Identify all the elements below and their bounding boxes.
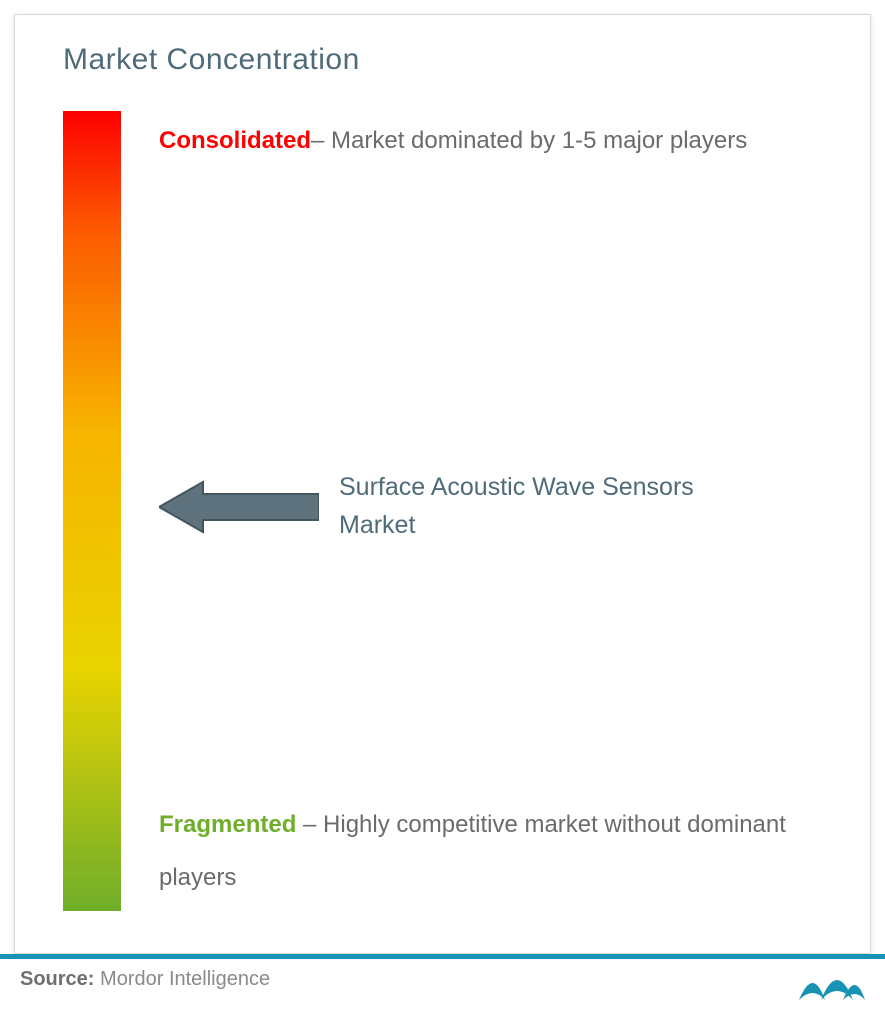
footer-rule [0,954,885,959]
arrow-shape [159,482,319,532]
fragmented-label: Fragmented – Highly competitive market w… [159,799,812,905]
pointer-arrow-icon [159,478,319,536]
content-area: Consolidated– Market dominated by 1-5 ma… [63,111,822,911]
pointer-block: Surface Acoustic Wave Sensors Market [159,469,812,544]
source-value: Mordor Intelligence [100,968,270,990]
brand-logo-icon [795,960,867,1004]
card-title: Market Concentration [63,43,822,77]
source-label: Source: [20,968,94,990]
pointer-label: Surface Acoustic Wave Sensors Market [339,469,699,544]
concentration-card: Market Concentration Consolidated– Marke… [14,14,871,954]
consolidated-label: Consolidated– Market dominated by 1-5 ma… [159,115,812,168]
gradient-bar [63,111,121,911]
fragmented-lead: Fragmented [159,811,296,838]
footer-source: Source: Mordor Intelligence [20,968,270,991]
footer: Source: Mordor Intelligence [0,954,885,1009]
consolidated-rest: – Market dominated by 1-5 major players [311,127,747,154]
consolidated-lead: Consolidated [159,127,311,154]
